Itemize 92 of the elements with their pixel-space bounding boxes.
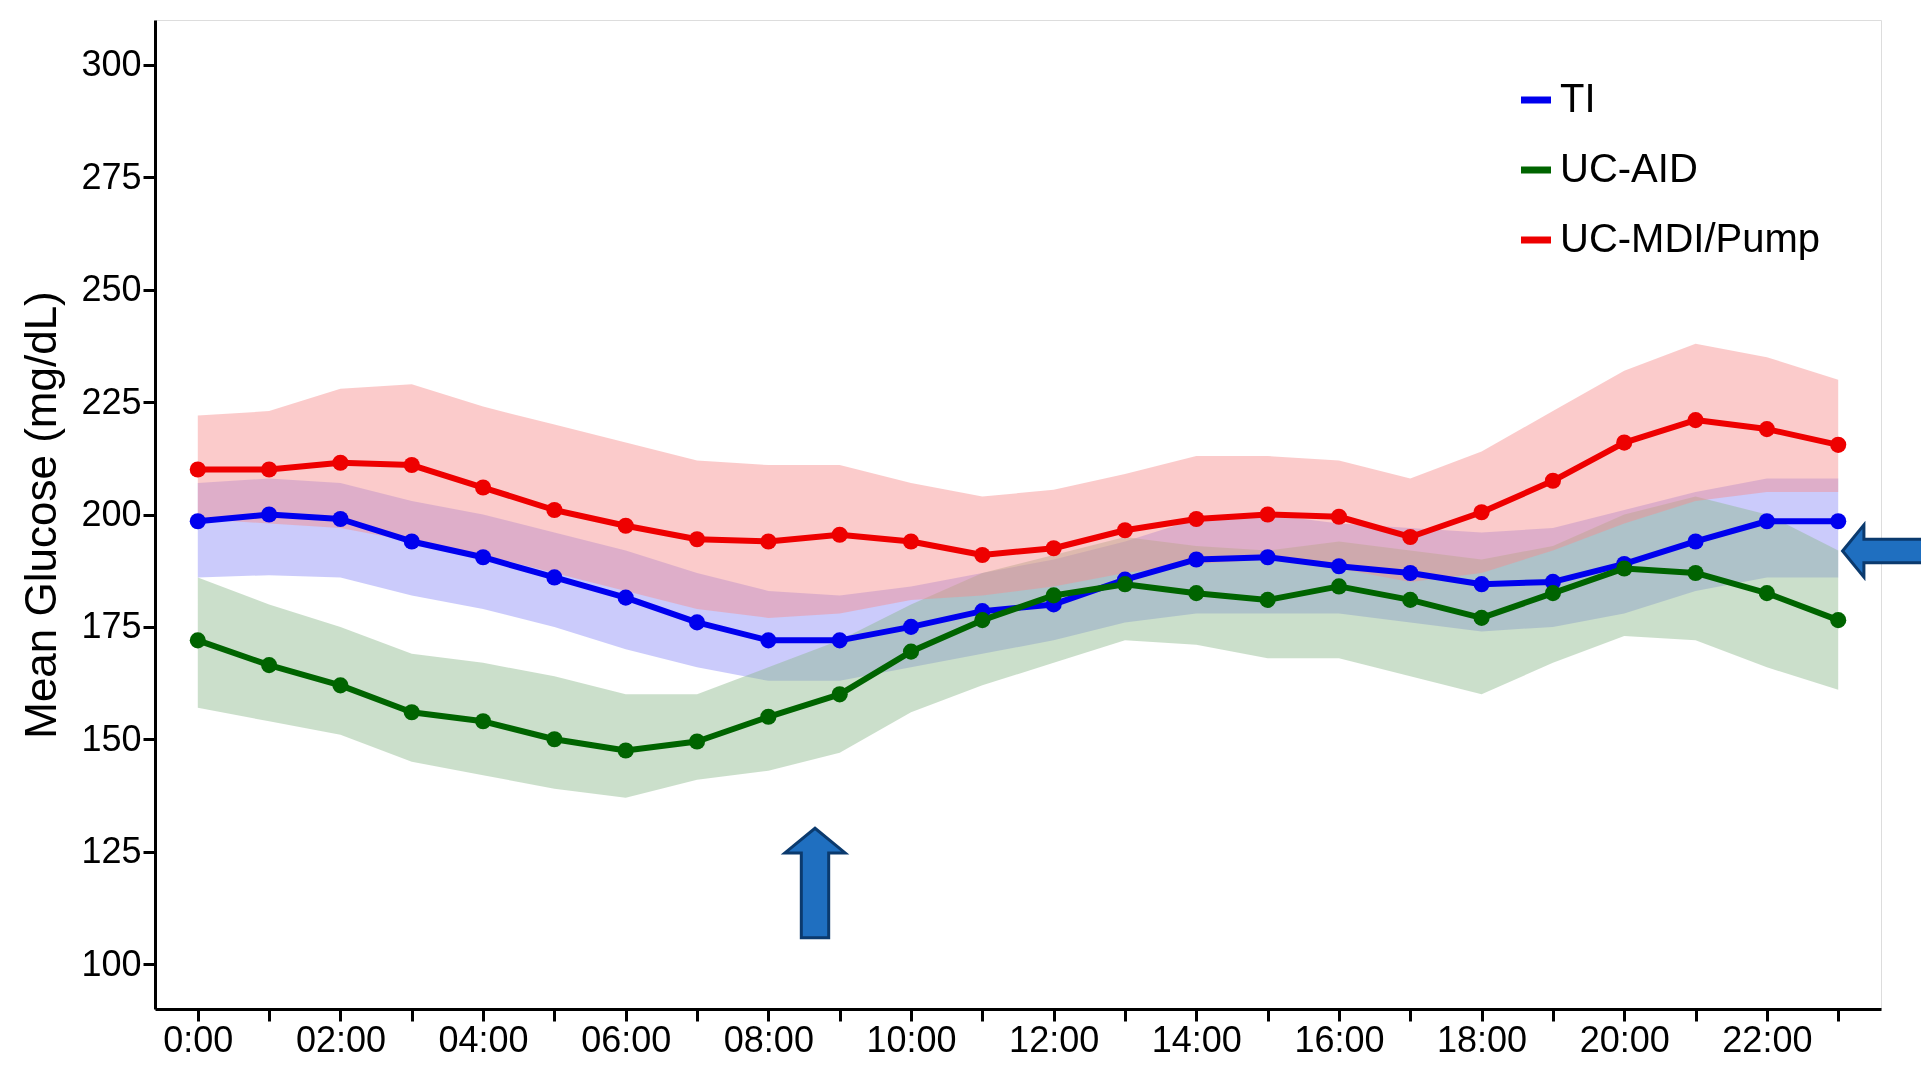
point [403, 533, 420, 550]
point [261, 657, 278, 674]
point [475, 713, 492, 730]
point [261, 506, 278, 523]
y-tick-label: 275 [81, 155, 142, 197]
x-tick-label: 10:00 [866, 1018, 957, 1060]
point [1188, 510, 1205, 528]
point [1259, 506, 1276, 523]
point [831, 686, 848, 703]
x-tick-label: 18:00 [1437, 1018, 1528, 1060]
point [475, 549, 492, 566]
point [1045, 587, 1062, 604]
point [974, 612, 991, 629]
point [1473, 504, 1490, 521]
x-tick-label: 12:00 [1009, 1018, 1100, 1060]
point [189, 461, 206, 478]
point [546, 731, 563, 748]
point [189, 632, 206, 649]
point [1116, 576, 1134, 593]
x-tick-label: 14:00 [1151, 1018, 1242, 1060]
point [1402, 564, 1419, 581]
x-tick-label: 08:00 [723, 1018, 814, 1060]
point [332, 677, 349, 694]
point [403, 704, 420, 721]
point [760, 533, 777, 550]
point [1473, 609, 1490, 626]
x-tick-label: 16:00 [1294, 1018, 1385, 1060]
x-tick-label: 20:00 [1579, 1018, 1670, 1060]
x-tick-label: 0:00 [163, 1018, 234, 1060]
point [1687, 533, 1704, 550]
point [546, 569, 563, 586]
point [1330, 508, 1348, 525]
point [1758, 585, 1775, 602]
point [1473, 576, 1490, 593]
x-tick-label: 02:00 [295, 1018, 386, 1060]
point [1830, 612, 1847, 629]
x-tick-label: 06:00 [581, 1018, 672, 1060]
y-tick-label: 175 [81, 605, 142, 647]
point [261, 461, 278, 478]
point [617, 517, 634, 534]
legend-label: TI [1560, 76, 1596, 120]
point [475, 479, 492, 496]
point [831, 632, 848, 649]
point [1544, 472, 1561, 489]
x-tick-label: 04:00 [438, 1018, 529, 1060]
point [1116, 522, 1134, 539]
point [688, 531, 706, 548]
point [1330, 578, 1348, 595]
legend-label: UC-MDI/Pump [1560, 216, 1821, 260]
x-tick-label: 22:00 [1722, 1018, 1813, 1060]
point [902, 533, 920, 550]
point [688, 733, 706, 750]
legend-label: UC-AID [1560, 146, 1698, 190]
point [1830, 513, 1847, 530]
point [1259, 549, 1276, 566]
y-tick-label: 125 [81, 830, 142, 872]
y-tick-label: 300 [81, 43, 142, 85]
point [1259, 591, 1276, 608]
point [1758, 513, 1775, 530]
point [617, 589, 634, 606]
point [332, 454, 349, 471]
point [1188, 551, 1205, 568]
point [1616, 434, 1633, 451]
point [1402, 528, 1419, 546]
point [1402, 591, 1419, 608]
point [1045, 540, 1062, 557]
point [1687, 564, 1704, 581]
point [831, 526, 848, 543]
y-tick-label: 225 [81, 380, 142, 422]
y-tick-label: 250 [81, 268, 142, 310]
point [1544, 585, 1561, 602]
point [760, 708, 777, 725]
y-axis-title: Mean Glucose (mg/dL) [16, 291, 66, 739]
point [1330, 558, 1348, 575]
point [688, 614, 706, 631]
point [1758, 421, 1775, 438]
point [546, 501, 563, 519]
point [902, 643, 920, 660]
y-tick-label: 200 [81, 493, 142, 534]
point [332, 510, 349, 528]
point [617, 742, 634, 759]
point [1188, 585, 1205, 602]
y-tick-label: 150 [81, 717, 142, 759]
y-tick-label: 100 [81, 942, 142, 984]
point [1616, 560, 1633, 577]
point [902, 618, 920, 635]
point [1687, 412, 1704, 429]
point [1830, 436, 1847, 453]
point [403, 457, 420, 474]
point [760, 632, 777, 649]
point [974, 546, 991, 564]
point [189, 513, 206, 530]
